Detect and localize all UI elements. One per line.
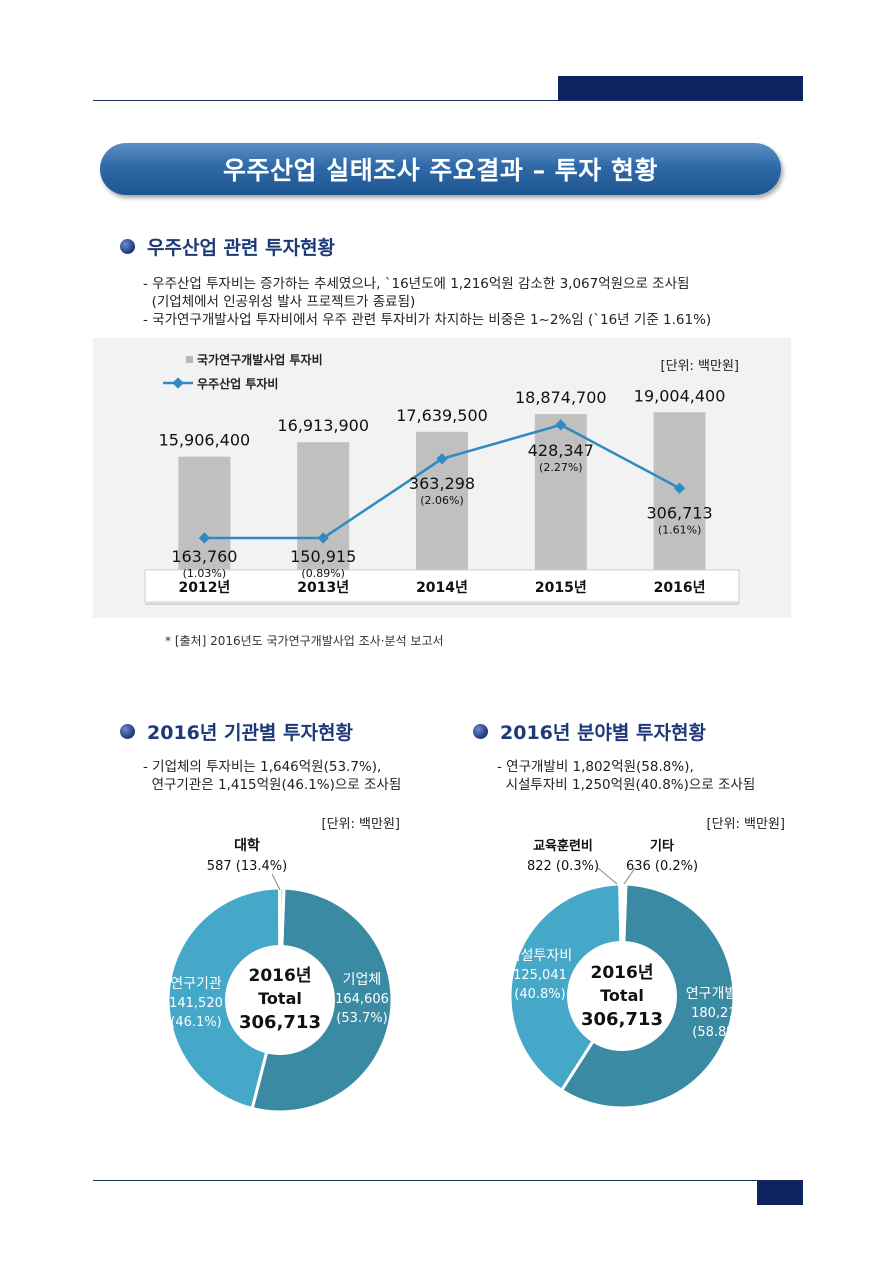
pie2-center-year: 2016년 [591,963,654,983]
line-value-label-3: 428,347 [528,441,594,460]
line-point-3 [555,419,567,431]
section-heading-by-institution: 2016년 기관별 투자현황 [120,718,353,745]
pie1-label-univ-value: 587 (13.4%) [207,859,287,874]
bullet-icon [473,724,488,739]
pie1-label-univ-name: 대학 [234,838,260,854]
section1-line-3: - 국가연구개발사업 투자비에서 우주 관련 투자비가 차지하는 비중은 1~2… [143,312,712,328]
pie1-univ-leader [271,873,281,891]
bullet-icon [120,239,135,254]
line-share-label-3: (2.27%) [539,461,583,474]
legend-line-marker [172,377,184,389]
x-axis-band [144,569,740,603]
bullet-icon [120,724,135,739]
line-value-label-4: 306,713 [647,503,713,522]
line-share-label-2: (2.06%) [420,494,464,507]
chart-unit-label: [단위: 백만원] [661,359,739,374]
line-point-1 [317,532,329,544]
institution-donut-chart: [단위: 백만원] 2016년 Total 306,713 기업체 164,60… [166,817,400,1114]
pie1-label-corp-name: 기업체 [343,972,382,988]
x-tick-label-0: 2012년 [178,580,230,596]
x-tick-label-3: 2015년 [535,580,587,596]
bar-value-label-2: 17,639,500 [396,406,488,425]
section2-line-1: - 기업체의 투자비는 1,646억원(53.7%), [143,759,382,775]
pie1-label-inst-name: 연구기관 [170,976,222,992]
x-tick-label-2: 2014년 [416,580,468,596]
pie1-label-inst-pct: (46.1%) [170,1015,221,1030]
pie2-label-rnd-name: 연구개발비 [686,986,750,1002]
section-heading-text: 2016년 기관별 투자현황 [147,722,353,744]
bar-3 [534,414,587,570]
line-value-label-1: 150,915 [290,547,356,566]
pie2-label-etc-value: 636 (0.2%) [626,859,698,874]
bar-value-label-4: 19,004,400 [634,386,726,405]
bar-value-label-0: 15,906,400 [159,431,251,450]
line-share-label-0: (1.03%) [183,567,227,580]
pie2-center-total: Total [600,986,644,1005]
footer-line [93,1180,803,1181]
pie2-edu-leader [597,867,618,885]
pie1-label-corp-value: 164,606 [335,992,389,1007]
pie2-label-etc-name: 기타 [650,838,674,854]
pie2-center-value: 306,713 [581,1009,663,1030]
pie1-label-inst-value: 141,520 [169,996,223,1011]
pie2-label-facility-value: 125,041 [513,968,567,983]
bar-value-label-3: 18,874,700 [515,388,607,407]
pie2-label-facility-pct: (40.8%) [514,987,565,1002]
line-value-label-0: 163,760 [171,547,237,566]
section-heading-by-field: 2016년 분야별 투자현황 [473,718,706,745]
line-share-label-4: (1.61%) [658,523,702,536]
pie1-label-corp-pct: (53.7%) [336,1011,387,1026]
line-point-0 [198,532,211,544]
pie2-label-edu-name: 교육훈련비 [533,838,593,854]
pie2-label-facility-name: 시설투자비 [508,948,572,964]
pie2-label-rnd-value: 180,214 [691,1006,745,1021]
section1-line-1: - 우주산업 투자비는 증가하는 추세였으나, `16년도에 1,216억원 감… [143,276,690,292]
section3-line-1: - 연구개발비 1,802억원(58.8%), [497,759,694,775]
bar-value-label-1: 16,913,900 [277,416,369,435]
legend-line-label: 우주산업 투자비 [197,376,278,391]
x-tick-label-1: 2013년 [297,580,349,596]
pie2-label-rnd-pct: (58.8%) [692,1025,743,1040]
section-heading-text: 2016년 분야별 투자현황 [500,722,706,744]
pie2-unit-label: [단위: 백만원] [707,817,785,832]
section-heading-text: 우주산업 관련 투자현황 [147,237,336,259]
bar-1 [297,442,350,570]
x-tick-label-4: 2016년 [654,580,706,596]
section2-line-2: 연구기관은 1,415억원(46.1%)으로 조사됨 [143,777,402,793]
section1-line-2: (기업체에서 인공위성 발사 프로젝트가 종료됨) [143,294,416,310]
section-heading-investment: 우주산업 관련 투자현황 [120,233,335,260]
header-bar [558,76,803,100]
pie2-etc-leader [623,867,636,885]
pie1-center-value: 306,713 [239,1012,321,1033]
investment-combo-chart: 2012년 2013년 2014년 2015년 2016년 15,906,400 16,9… [144,352,740,605]
legend-bar-label: 국가연구개발사업 투자비 [197,352,323,367]
pie1-center-year: 2016년 [249,966,312,986]
page-title: 우주산업 실태조사 주요결과 – 투자 현황 [222,156,659,185]
page-title-banner: 우주산업 실태조사 주요결과 – 투자 현황 [100,143,781,195]
section3-line-2: 시설투자비 1,250억원(40.8%)으로 조사됨 [497,777,756,793]
header-line [93,100,803,101]
source-note: * [출처] 2016년도 국가연구개발사업 조사·분석 보고서 [165,634,444,648]
legend-bar-swatch [186,356,193,363]
line-share-label-1: (0.89%) [301,567,345,580]
line-value-label-2: 363,298 [409,474,475,493]
line-point-4 [673,482,686,494]
pie1-slice-1 [166,886,282,1111]
footer-box [757,1181,803,1205]
pie2-label-edu-value: 822 (0.3%) [527,859,599,874]
pie2-center-hole [567,941,677,1051]
pie1-unit-label: [단위: 백만원] [322,817,400,832]
pie1-center-total: Total [258,989,302,1008]
field-donut-chart: [단위: 백만원] 2016년 Total 306,713 연구개발비 180,… [508,817,785,1110]
pie1-center-hole [225,945,335,1055]
bar-0 [178,456,231,570]
